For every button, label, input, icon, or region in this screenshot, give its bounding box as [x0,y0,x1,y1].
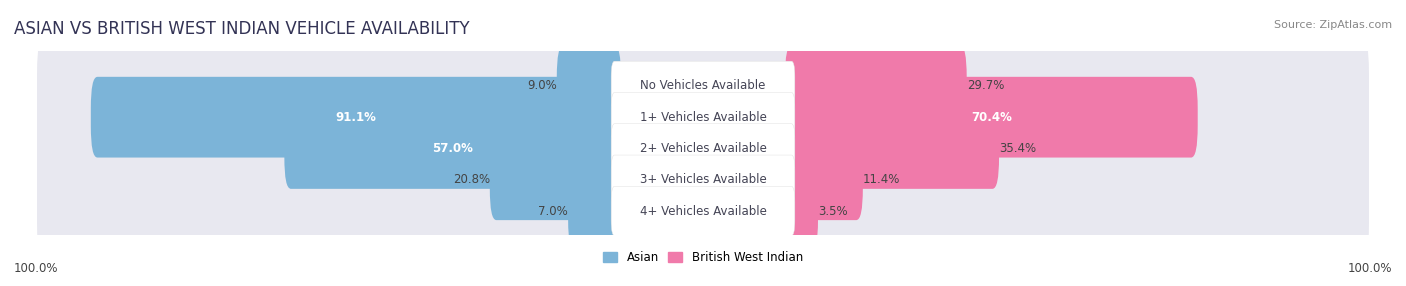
Text: Source: ZipAtlas.com: Source: ZipAtlas.com [1274,20,1392,30]
Text: 9.0%: 9.0% [527,80,557,92]
FancyBboxPatch shape [91,77,621,158]
Text: 11.4%: 11.4% [863,173,900,186]
FancyBboxPatch shape [612,92,794,142]
FancyBboxPatch shape [37,121,1369,238]
Text: 57.0%: 57.0% [432,142,472,155]
Text: ASIAN VS BRITISH WEST INDIAN VEHICLE AVAILABILITY: ASIAN VS BRITISH WEST INDIAN VEHICLE AVA… [14,20,470,38]
Text: 7.0%: 7.0% [538,204,568,218]
FancyBboxPatch shape [612,61,794,111]
FancyBboxPatch shape [785,139,863,220]
FancyBboxPatch shape [785,108,1000,189]
FancyBboxPatch shape [557,45,621,126]
FancyBboxPatch shape [568,171,621,251]
FancyBboxPatch shape [612,124,794,173]
FancyBboxPatch shape [785,45,967,126]
Legend: Asian, British West Indian: Asian, British West Indian [598,247,808,269]
Text: 100.0%: 100.0% [14,262,59,275]
FancyBboxPatch shape [612,155,794,204]
Text: 100.0%: 100.0% [1347,262,1392,275]
Text: 1+ Vehicles Available: 1+ Vehicles Available [640,111,766,124]
Text: 29.7%: 29.7% [967,80,1004,92]
FancyBboxPatch shape [37,152,1369,270]
Text: 35.4%: 35.4% [1000,142,1036,155]
FancyBboxPatch shape [489,139,621,220]
Text: 3+ Vehicles Available: 3+ Vehicles Available [640,173,766,186]
FancyBboxPatch shape [284,108,621,189]
Text: 20.8%: 20.8% [453,173,489,186]
FancyBboxPatch shape [37,27,1369,144]
Text: 4+ Vehicles Available: 4+ Vehicles Available [640,204,766,218]
FancyBboxPatch shape [37,59,1369,176]
FancyBboxPatch shape [785,171,818,251]
Text: No Vehicles Available: No Vehicles Available [640,80,766,92]
FancyBboxPatch shape [612,186,794,236]
Text: 91.1%: 91.1% [336,111,377,124]
Text: 2+ Vehicles Available: 2+ Vehicles Available [640,142,766,155]
FancyBboxPatch shape [785,77,1198,158]
Text: 3.5%: 3.5% [818,204,848,218]
Text: 70.4%: 70.4% [972,111,1012,124]
FancyBboxPatch shape [37,90,1369,207]
